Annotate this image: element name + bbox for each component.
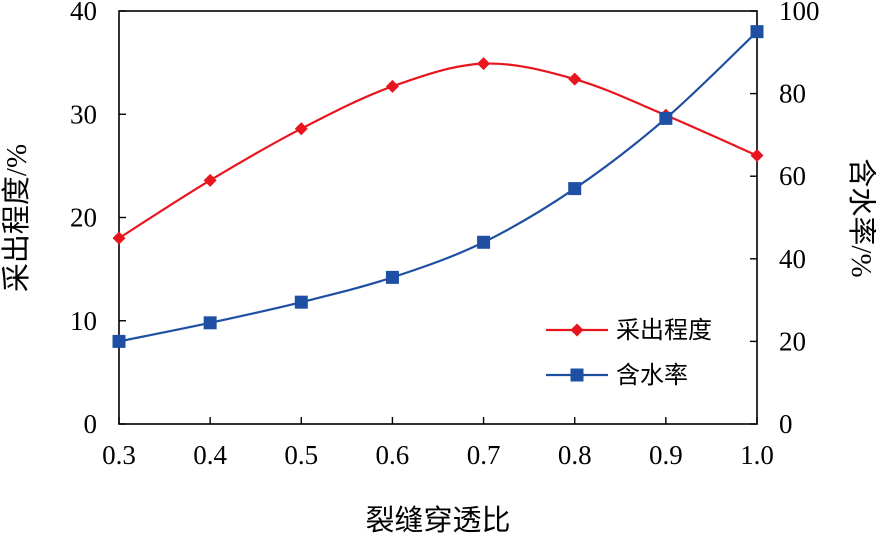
x-tick-label: 0.4 bbox=[193, 440, 227, 470]
data-point-0 bbox=[385, 79, 399, 93]
y-right-tick-label: 20 bbox=[779, 326, 806, 356]
data-point-0 bbox=[203, 173, 217, 187]
y-left-tick-label: 20 bbox=[70, 203, 97, 233]
data-point-0 bbox=[750, 149, 764, 163]
y-right-tick-label: 80 bbox=[779, 79, 806, 109]
y-axis-title-left: 采出程度/% bbox=[0, 144, 33, 292]
x-tick-label: 0.8 bbox=[558, 440, 592, 470]
data-point-1 bbox=[112, 334, 126, 348]
y-left-tick-label: 0 bbox=[84, 409, 98, 439]
x-tick-label: 0.5 bbox=[284, 440, 318, 470]
x-axis-title: 裂缝穿透比 bbox=[365, 504, 510, 535]
y-right-tick-label: 40 bbox=[779, 244, 806, 274]
y-left-tick-label: 40 bbox=[70, 0, 97, 26]
data-point-1 bbox=[203, 316, 217, 330]
data-point-1 bbox=[750, 25, 764, 39]
y-axis-title-right: 含水率/% bbox=[845, 158, 876, 277]
series-line-1 bbox=[118, 30, 758, 343]
data-point-1 bbox=[385, 270, 399, 284]
data-point-0 bbox=[568, 72, 582, 86]
x-tick-label: 0.3 bbox=[102, 440, 136, 470]
data-point-0 bbox=[294, 122, 308, 136]
data-point-0 bbox=[477, 57, 491, 71]
data-point-1 bbox=[477, 235, 491, 249]
x-tick-label: 1.0 bbox=[740, 440, 774, 470]
x-tick-label: 0.9 bbox=[649, 440, 683, 470]
axis-ticks: 0.3 0.4 0.5 0.6 0.7 0.8 0.9 1.00102030400204060… bbox=[70, 0, 820, 470]
x-tick-label: 0.7 bbox=[467, 440, 501, 470]
series-line-0 bbox=[118, 62, 758, 240]
legend-label-1: 含水率 bbox=[616, 362, 688, 389]
legend-marker-1 bbox=[570, 368, 584, 382]
y-left-tick-label: 30 bbox=[70, 99, 97, 129]
y-left-tick-label: 10 bbox=[70, 306, 97, 336]
y-right-tick-label: 0 bbox=[779, 409, 793, 439]
data-point-1 bbox=[294, 295, 308, 309]
data-point-1 bbox=[568, 182, 582, 196]
legend-label-0: 采出程度 bbox=[616, 317, 712, 344]
x-tick-label: 0.6 bbox=[376, 440, 410, 470]
y-right-tick-label: 60 bbox=[779, 161, 806, 191]
legend-marker-0 bbox=[570, 323, 584, 337]
data-point-0 bbox=[112, 231, 126, 245]
series-group bbox=[118, 30, 758, 343]
markers-group bbox=[112, 25, 764, 348]
y-right-tick-label: 100 bbox=[779, 0, 820, 26]
data-point-1 bbox=[659, 111, 673, 125]
